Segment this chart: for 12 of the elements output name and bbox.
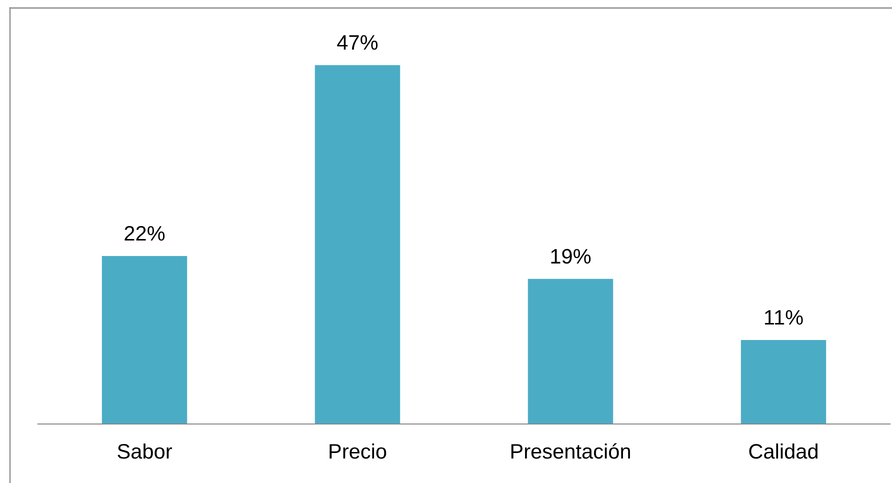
- x-tick-label: Calidad: [749, 443, 818, 459]
- data-label: 11%: [765, 310, 803, 325]
- x-tick-label: Presentación: [511, 443, 630, 459]
- bar: [740, 340, 826, 424]
- x-tick-label: Sabor: [118, 443, 172, 459]
- bar: [528, 278, 614, 424]
- data-label: 19%: [551, 248, 591, 264]
- data-label: 47%: [337, 35, 378, 50]
- data-label: 22%: [124, 226, 165, 241]
- bar: [102, 256, 188, 424]
- x-tick-label: Precio: [330, 443, 386, 459]
- bar: [314, 65, 400, 424]
